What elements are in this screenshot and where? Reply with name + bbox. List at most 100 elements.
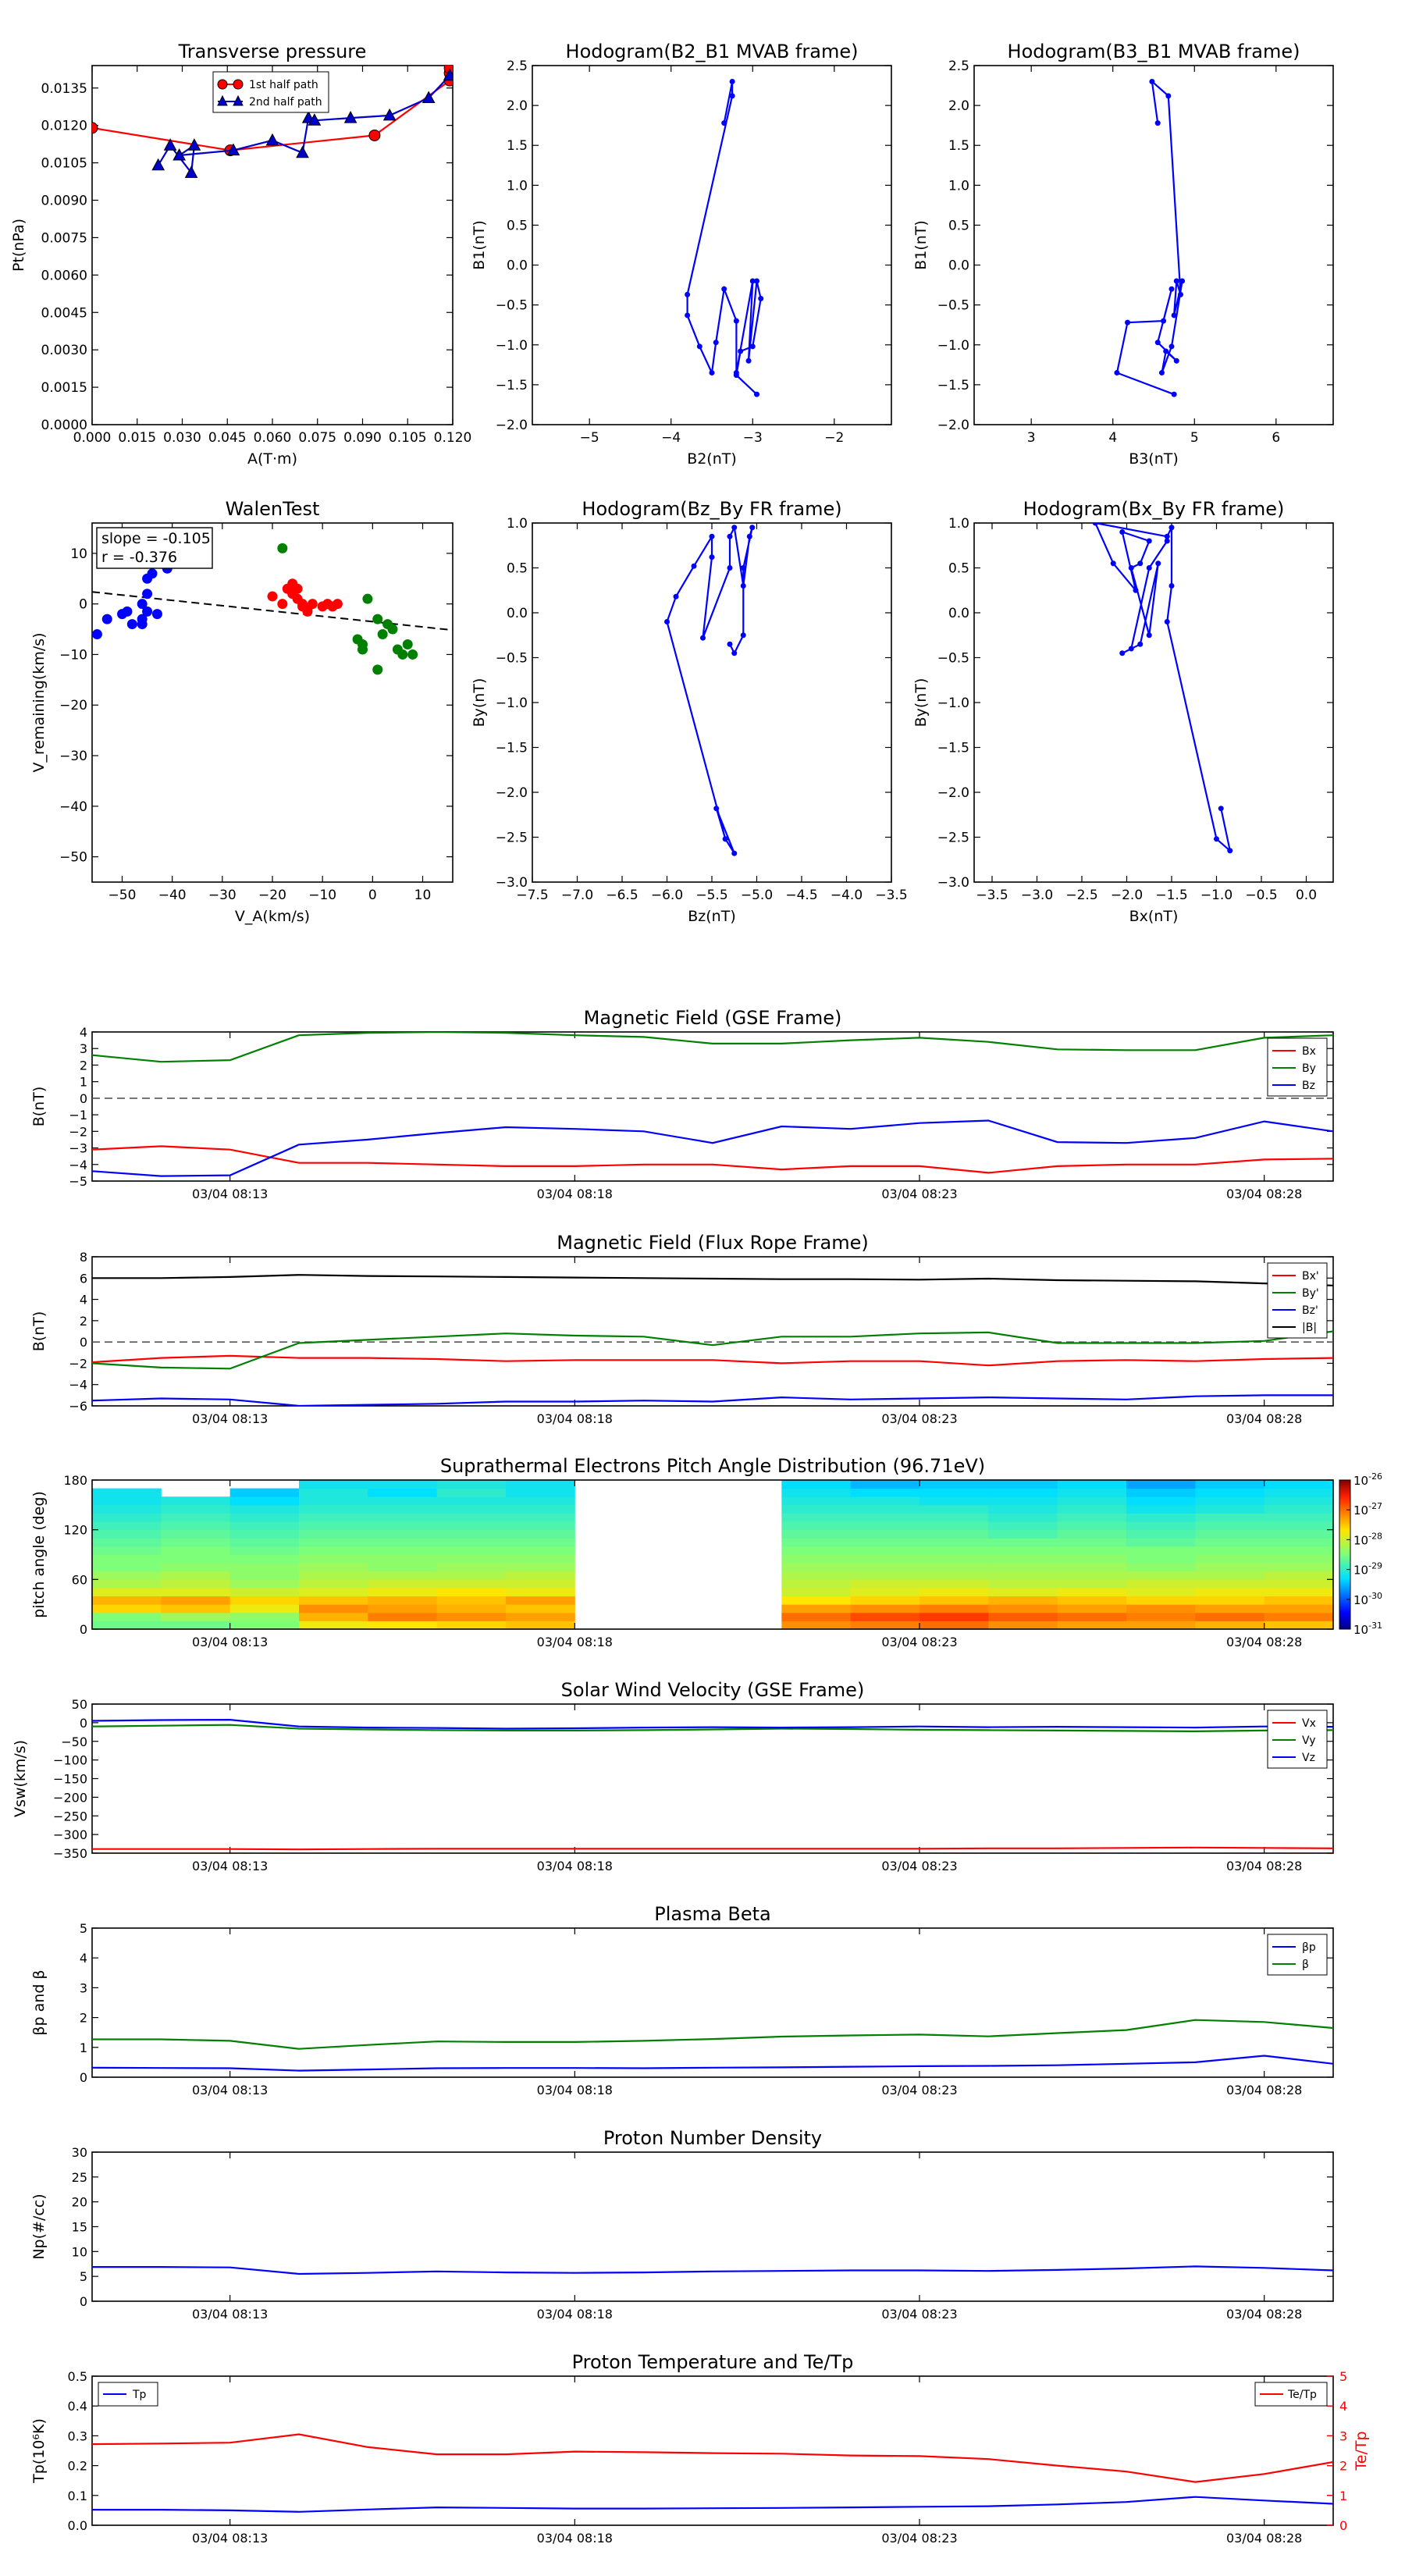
x-tick-label: 03/04 08:18 [537,1411,613,1426]
data-point [1110,560,1116,567]
heatmap-cell [229,1546,300,1555]
colorbar-tick-label: 10-26 [1353,1471,1382,1488]
y-tick-label: 0.0 [68,2518,87,2533]
data-point [1165,93,1172,99]
scatter-point [92,629,102,640]
heatmap-cell [988,1563,1058,1572]
y-tick-label: 0.0 [948,258,969,274]
y-tick-label: −2 [69,1124,87,1139]
chart-title: Solar Wind Velocity (GSE Frame) [561,1679,865,1701]
heatmap-cell [850,1587,920,1597]
scatter-point [137,619,148,630]
data-point [1173,278,1179,284]
heatmap-cell [1126,1596,1196,1605]
heatmap-cell [92,1538,162,1547]
heatmap-cell [368,1529,438,1539]
x-tick-label: −3.5 [875,888,907,903]
heatmap-cell [988,1579,1058,1589]
data-point [187,138,201,151]
x-tick-label: 03/04 08:18 [537,2083,613,2097]
heatmap-cell [299,1621,368,1630]
y-tick-label: −1.5 [496,378,528,393]
y-tick-label: 120 [63,1523,87,1538]
x-tick-label: −5.5 [695,888,727,903]
heatmap-cell [229,1596,300,1605]
x-tick-label: 03/04 08:13 [192,1859,268,1873]
x-tick-label: 03/04 08:13 [192,2307,268,2322]
data-point [746,533,752,539]
heatmap-cell [506,1529,575,1539]
heatmap-cell [368,1604,438,1614]
data-point [700,635,706,641]
data-point [709,533,715,539]
heatmap-cell [92,1587,162,1597]
heatmap-cell [436,1513,507,1522]
y-tick-label: 5 [80,2269,87,2284]
data-point [1149,78,1155,84]
y-tick-label: 1 [80,1075,87,1090]
heatmap-cell [1057,1571,1127,1580]
y-tick-label: 1.5 [948,138,969,154]
x-tick-label: −6.0 [651,888,683,903]
y-tick-label: −10 [59,647,87,663]
heatmap-cell [988,1571,1058,1580]
data-point [722,836,728,842]
heatmap-cell [229,1554,300,1564]
heatmap-cell [1195,1513,1265,1522]
heatmap-cell [299,1521,368,1531]
y-tick-label: −2.5 [937,831,969,846]
data-point [673,593,679,600]
scatter-point [277,599,288,610]
heatmap-cell [436,1596,507,1605]
heatmap-cell [850,1554,920,1564]
data-point [691,563,697,569]
plot-area [92,2265,1333,2275]
data-point [184,165,198,178]
x-tick-label: 0.090 [343,430,382,446]
y-tick-label: 4 [80,1293,87,1308]
heatmap-cell [229,1563,300,1572]
heatmap-cell [919,1621,989,1630]
data-point [226,143,240,156]
y-tick-label: 0 [80,2294,87,2309]
data-point [685,312,691,318]
heatmap-cell [919,1587,989,1597]
series-line-bz [92,1119,1333,1177]
data-point [443,68,453,81]
x-tick-label: 6 [1272,430,1280,446]
heatmap-cell [506,1596,575,1605]
y2-tick-label: 2 [1339,2459,1347,2474]
y-tick-label: 0.5 [507,218,528,233]
heatmap-cell [368,1538,438,1547]
y2-axis-label: Te/Tp [1353,2431,1370,2471]
y-tick-label: −0.5 [937,298,969,314]
scatter-point [362,593,373,604]
series-line-bz [92,1394,1333,1406]
heatmap-cell [368,1621,438,1630]
heatmap-cell [1126,1480,1196,1489]
y-tick-label: 30 [72,2145,87,2160]
x-tick-label: 03/04 08:13 [192,2531,268,2546]
heatmap-cell [988,1504,1058,1514]
heatmap-cell [988,1480,1058,1489]
plot-frame [91,1927,1334,2078]
data-point [1227,848,1233,854]
heatmap-cell [1264,1596,1334,1605]
y-tick-label: 180 [63,1473,87,1488]
legend-label: Vx [1302,1717,1316,1730]
heatmap-cell [781,1571,852,1580]
heatmap-cell [1126,1621,1196,1630]
data-point [727,565,733,571]
heatmap-cell [1195,1546,1265,1555]
data-point [721,120,727,126]
chart-pitch-angle-distribution: Suprathermal Electrons Pitch Angle Distr… [30,1455,1382,1649]
heatmap-cell [161,1563,231,1572]
heatmap-cell [850,1496,920,1506]
heatmap-cell [506,1554,575,1564]
heatmap-cell [1126,1496,1196,1506]
data-point [1128,565,1134,571]
heatmap-cell [1195,1480,1265,1489]
heatmap-cell [368,1546,438,1555]
scatter-point [402,639,413,649]
heatmap-cell [919,1538,989,1547]
